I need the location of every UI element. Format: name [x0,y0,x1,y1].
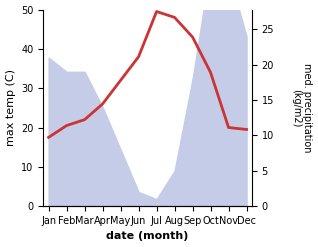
Y-axis label: med. precipitation
(kg/m2): med. precipitation (kg/m2) [291,63,313,153]
Y-axis label: max temp (C): max temp (C) [5,69,16,146]
X-axis label: date (month): date (month) [107,231,189,242]
